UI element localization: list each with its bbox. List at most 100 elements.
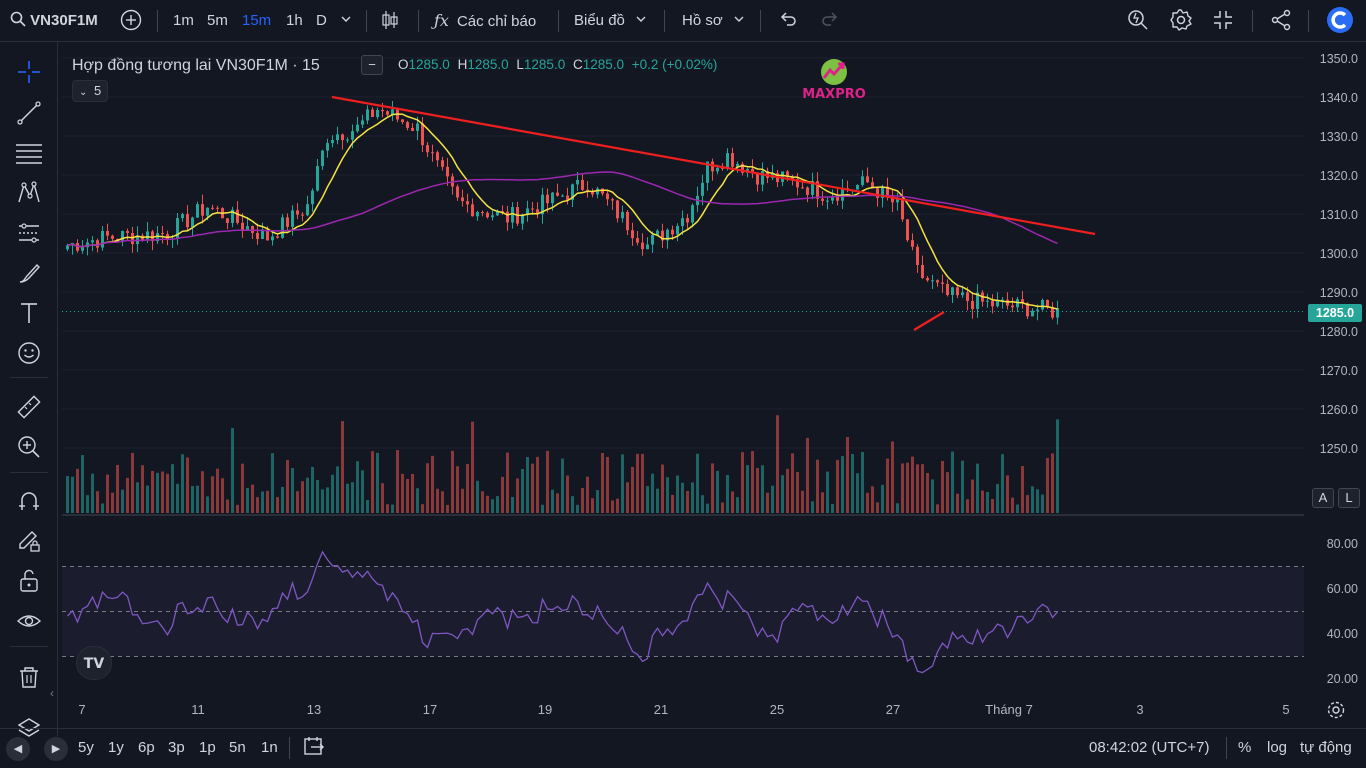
undo-button[interactable] [778, 0, 798, 42]
delete-drawings-tool[interactable] [14, 662, 44, 692]
chevron-down-icon [734, 16, 744, 22]
chart-menu-button[interactable]: Biểu đồ [574, 0, 647, 42]
volume-bar [476, 480, 479, 513]
profile-menu-button[interactable]: Hồ sơ [682, 0, 745, 42]
volume-bar [801, 490, 804, 513]
pattern-tool[interactable] [14, 178, 44, 208]
range-1y[interactable]: 1y [108, 739, 124, 756]
range-1d[interactable]: 1n [261, 739, 278, 756]
scroll-right-button[interactable]: ▶ [44, 737, 68, 761]
volume-bar [971, 479, 974, 513]
bottom-toolbar: ◀ ▶ 5y 1y 6p 3p 1p 5n 1n 08:42:02 (UTC+7… [0, 728, 1366, 768]
chart-style-button[interactable] [380, 0, 400, 42]
volume-bar [966, 499, 969, 513]
volume-bar [756, 467, 759, 513]
candle-body [926, 278, 929, 281]
interval-1h[interactable]: 1h [286, 12, 303, 29]
volume-bar [676, 475, 679, 513]
hide-legend-button[interactable]: − [361, 55, 383, 75]
candle-body [376, 109, 379, 117]
zoom-tool[interactable] [14, 432, 44, 462]
volume-bar [231, 428, 234, 513]
interval-5m[interactable]: 5m [207, 12, 228, 29]
log-scale-toggle[interactable]: log [1267, 739, 1288, 756]
log-scale-button[interactable]: L [1338, 488, 1360, 508]
volume-bar [881, 484, 884, 513]
collapse-sidebar-button[interactable]: ‹ [50, 680, 62, 706]
volume-bar [706, 503, 709, 513]
chart-settings-button[interactable] [1326, 700, 1346, 720]
range-3m[interactable]: 3p [168, 739, 185, 756]
hide-drawings-tool[interactable] [14, 606, 44, 636]
volume-bar [306, 477, 309, 513]
indicators-collapse-button[interactable]: ⌄ 5 [72, 80, 108, 102]
share-button[interactable] [1270, 0, 1292, 42]
go-to-date-button[interactable] [303, 729, 325, 767]
volume-bar [76, 468, 79, 513]
percent-scale-toggle[interactable]: % [1238, 739, 1252, 756]
candle-body [986, 300, 989, 302]
auto-scale-toggle[interactable]: tự động [1300, 739, 1352, 756]
brush-tool[interactable] [14, 258, 44, 288]
arrow-right-icon: ▶ [51, 743, 61, 755]
indicators-button[interactable]: ƒx Các chỉ báo [434, 0, 536, 42]
volume-bar [601, 453, 604, 513]
candle-body [566, 195, 569, 200]
clock-timezone[interactable]: 08:42:02 (UTC+7) [1089, 739, 1210, 756]
candle-body [176, 218, 179, 239]
volume-bar [731, 491, 734, 513]
range-6m[interactable]: 6p [138, 739, 155, 756]
time-label: 19 [537, 702, 553, 717]
price-chart[interactable] [62, 48, 1304, 693]
emoji-tool[interactable] [14, 338, 44, 368]
series-legend[interactable]: Hợp đồng tương lai VN30F1M · 15 [72, 55, 320, 77]
tradingview-logo[interactable]: TV [76, 646, 112, 680]
lock-all-tool[interactable] [14, 566, 44, 596]
scroll-left-button[interactable]: ◀ [6, 737, 30, 761]
candle-body [501, 211, 504, 213]
candle-body [546, 194, 549, 204]
time-axis[interactable]: 7 11 13 17 19 21 25 27 Tháng 7 3 5 [62, 696, 1304, 724]
volume-bar [451, 450, 454, 513]
magnet-tool[interactable] [14, 486, 44, 516]
crosshair-tool[interactable] [14, 57, 44, 87]
quick-search-button[interactable] [1126, 0, 1150, 42]
short-trendline [913, 311, 945, 331]
price-axis[interactable]: 1350.0 1340.0 1330.0 1320.0 1310.0 1300.… [1306, 48, 1366, 693]
lock-drawing-tool[interactable] [14, 526, 44, 556]
interval-1d[interactable]: D [316, 12, 327, 29]
volume-bar [781, 475, 784, 513]
range-1m[interactable]: 1p [199, 739, 216, 756]
fib-tool[interactable] [14, 138, 44, 168]
settings-button[interactable] [1169, 0, 1193, 42]
candle-body [211, 207, 214, 209]
redo-button[interactable] [820, 0, 840, 42]
interval-1m[interactable]: 1m [173, 12, 194, 29]
candle-body [591, 192, 594, 195]
symbol-search[interactable]: VN30F1M [10, 0, 98, 42]
volume-bar [196, 485, 199, 513]
candle-body [561, 195, 564, 197]
forecast-tool[interactable] [14, 218, 44, 248]
volume-bar [566, 475, 569, 513]
brand-logo[interactable] [1326, 0, 1354, 42]
candle-body [111, 235, 114, 239]
volume-bar [401, 473, 404, 513]
range-5d[interactable]: 5n [229, 739, 246, 756]
volume-bar [281, 486, 284, 513]
trendline-tool[interactable] [14, 98, 44, 128]
range-5y[interactable]: 5y [78, 739, 94, 756]
candle-body [401, 119, 404, 123]
volume-bar [751, 451, 754, 513]
measure-tool[interactable] [14, 392, 44, 422]
candle-body [296, 210, 299, 215]
text-tool[interactable] [14, 298, 44, 328]
object-tree-tool[interactable] [14, 714, 44, 744]
interval-dropdown[interactable] [340, 0, 352, 42]
candle-body [446, 166, 449, 177]
interval-15m[interactable]: 15m [242, 12, 272, 29]
fullscreen-button[interactable] [1212, 0, 1234, 42]
compare-add-button[interactable] [120, 0, 142, 42]
auto-scale-button[interactable]: A [1312, 488, 1334, 508]
time-label: 5 [1282, 702, 1290, 717]
